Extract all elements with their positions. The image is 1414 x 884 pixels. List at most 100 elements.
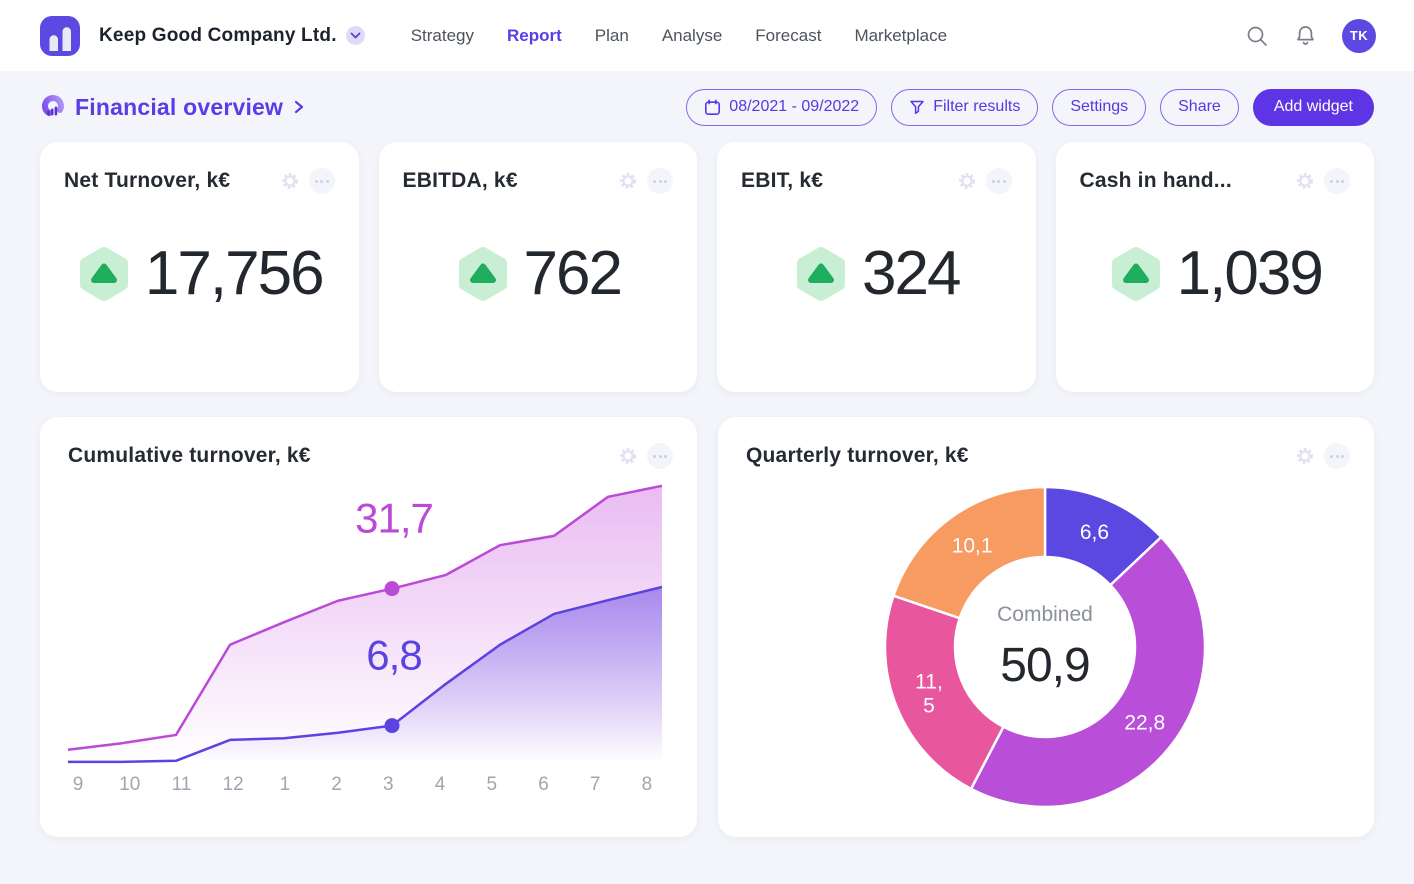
nav-item-strategy[interactable]: Strategy (410, 25, 474, 45)
chart-title: Quarterly turnover, k€ (746, 444, 969, 467)
cumulative-upper-point[interactable] (384, 581, 400, 597)
x-axis-label: 5 (486, 774, 497, 795)
nav-item-report[interactable]: Report (507, 25, 562, 45)
gear-icon (1297, 173, 1313, 189)
top-nav: Keep Good Company Ltd. Strategy Report Pla… (0, 0, 1414, 71)
x-axis-label: 12 (223, 774, 244, 795)
main-nav: Strategy Report Plan Analyse Forecast Marketp… (411, 26, 947, 46)
cumulative-turnover-card: Cumulative turnover, k€ 31,7 6,8 9 10 11 12 1 2… (40, 417, 697, 837)
kpi-title: EBITDA, k€ (402, 169, 518, 192)
app-logo (40, 15, 80, 56)
widget-settings-button[interactable] (281, 172, 299, 190)
trend-up-badge (797, 246, 846, 301)
gear-icon (620, 448, 636, 464)
x-axis-label: 6 (538, 774, 549, 795)
x-axis-label: 11 (172, 774, 192, 795)
filter-button[interactable]: Filter results (891, 88, 1039, 126)
search-button[interactable] (1245, 24, 1269, 48)
nav-item-analyse[interactable]: Analyse (661, 25, 723, 45)
add-widget-button[interactable]: Add widget (1252, 88, 1374, 126)
widget-settings-button[interactable] (1296, 447, 1314, 465)
page-title-group[interactable]: Financial overview (40, 94, 306, 121)
kpi-card: Net Turnover, k€ 17,756 (40, 142, 359, 392)
x-axis-label: 9 (73, 774, 84, 795)
cumulative-lower-area (68, 587, 662, 763)
donut-center-value: 50,9 (1000, 639, 1089, 692)
header-actions: 08/2021 - 09/2022 Filter results Setting… (686, 88, 1374, 126)
donut-slice[interactable] (892, 485, 1047, 620)
cumulative-upper-point-label: 31,7 (355, 495, 433, 542)
trend-up-badge (1111, 246, 1160, 301)
gear-icon (281, 173, 298, 189)
company-switcher[interactable]: Keep Good Company Ltd. (99, 25, 365, 47)
widget-more-button[interactable] (1324, 443, 1350, 469)
gear-icon (1297, 448, 1313, 464)
kpi-value: 762 (523, 239, 623, 308)
trend-up-badge (79, 246, 128, 301)
widget-settings-button[interactable] (619, 172, 637, 190)
chevron-right-icon (295, 100, 304, 114)
x-axis-label: 2 (331, 774, 342, 795)
kpi-row: Net Turnover, k€ 17,756 (40, 142, 1374, 392)
widget-more-button[interactable] (647, 168, 673, 194)
widget-more-button[interactable] (985, 168, 1012, 194)
x-axis-label: 1 (280, 774, 291, 795)
kpi-card: Cash in hand... 1,039 (1055, 142, 1374, 392)
kpi-title: EBIT, k€ (741, 169, 824, 192)
cumulative-lower-point[interactable] (384, 718, 400, 734)
cumulative-upper-line (67, 484, 663, 752)
donut-slice-label: 10,1 (952, 534, 993, 557)
trend-up-badge (458, 246, 507, 301)
widget-more-button[interactable] (1324, 168, 1350, 194)
page-header: Financial overview 08/2021 - 09/2022 Fil… (40, 88, 1374, 126)
kpi-card: EBIT, k€ 324 (717, 142, 1036, 392)
x-axis-label: 3 (383, 774, 394, 795)
kpi-value: 17,756 (144, 239, 325, 308)
nav-right: TK (1245, 18, 1376, 53)
widget-more-button[interactable] (308, 168, 335, 194)
widget-more-button[interactable] (647, 443, 673, 469)
arrow-up-icon (808, 263, 835, 283)
bell-icon (1297, 25, 1314, 45)
widget-settings-button[interactable] (1296, 172, 1314, 190)
quarterly-turnover-card: Quarterly turnover, k€ 6,6 22,8 11, 5 10,1 Co… (718, 417, 1374, 837)
share-button[interactable]: Share (1160, 88, 1239, 126)
gear-icon (958, 173, 975, 189)
widget-settings-button[interactable] (619, 447, 637, 465)
filter-label: Filter results (933, 98, 1021, 115)
kpi-value: 324 (862, 239, 961, 308)
cumulative-lower-line (68, 585, 663, 764)
quarterly-turnover-chart: 6,6 22,8 11, 5 10,1 Combined 50,9 (883, 485, 1207, 809)
notifications-button[interactable] (1294, 24, 1317, 48)
x-axis-label: 4 (435, 774, 446, 795)
nav-item-marketplace[interactable]: Marketplace (854, 25, 948, 45)
overview-gauge-icon (42, 95, 64, 117)
donut-slice-label: 22,8 (1124, 711, 1165, 734)
nav-item-plan[interactable]: Plan (594, 25, 629, 45)
arrow-up-icon (1122, 263, 1149, 283)
donut-center-label: Combined (997, 603, 1093, 626)
funnel-icon (910, 100, 924, 115)
settings-button[interactable]: Settings (1052, 88, 1147, 126)
kpi-value: 1,039 (1176, 239, 1324, 308)
search-icon (1247, 26, 1267, 46)
arrow-up-icon (90, 263, 117, 283)
donut-slice-label: 6,6 (1080, 521, 1109, 544)
donut-slice-label: 11, 5 (915, 671, 943, 718)
user-avatar[interactable]: TK (1342, 18, 1376, 53)
date-range-button[interactable]: 08/2021 - 09/2022 (686, 88, 878, 126)
widget-settings-button[interactable] (958, 172, 976, 190)
donut-slice[interactable] (883, 594, 1005, 791)
date-range-label: 08/2021 - 09/2022 (729, 98, 860, 115)
arrow-up-icon (469, 263, 496, 283)
kpi-title: Net Turnover, k€ (64, 169, 231, 192)
nav-item-forecast[interactable]: Forecast (755, 25, 822, 45)
page-title: Financial overview (75, 93, 284, 120)
donut-slice[interactable] (969, 535, 1207, 809)
calendar-icon (705, 98, 721, 115)
cumulative-lower-point-label: 6,8 (366, 632, 421, 679)
kpi-title: Cash in hand... (1079, 169, 1232, 192)
company-name: Keep Good Company Ltd. (99, 24, 337, 46)
chart-row: Cumulative turnover, k€ 31,7 6,8 9 10 11 12 1 2… (40, 417, 1374, 837)
